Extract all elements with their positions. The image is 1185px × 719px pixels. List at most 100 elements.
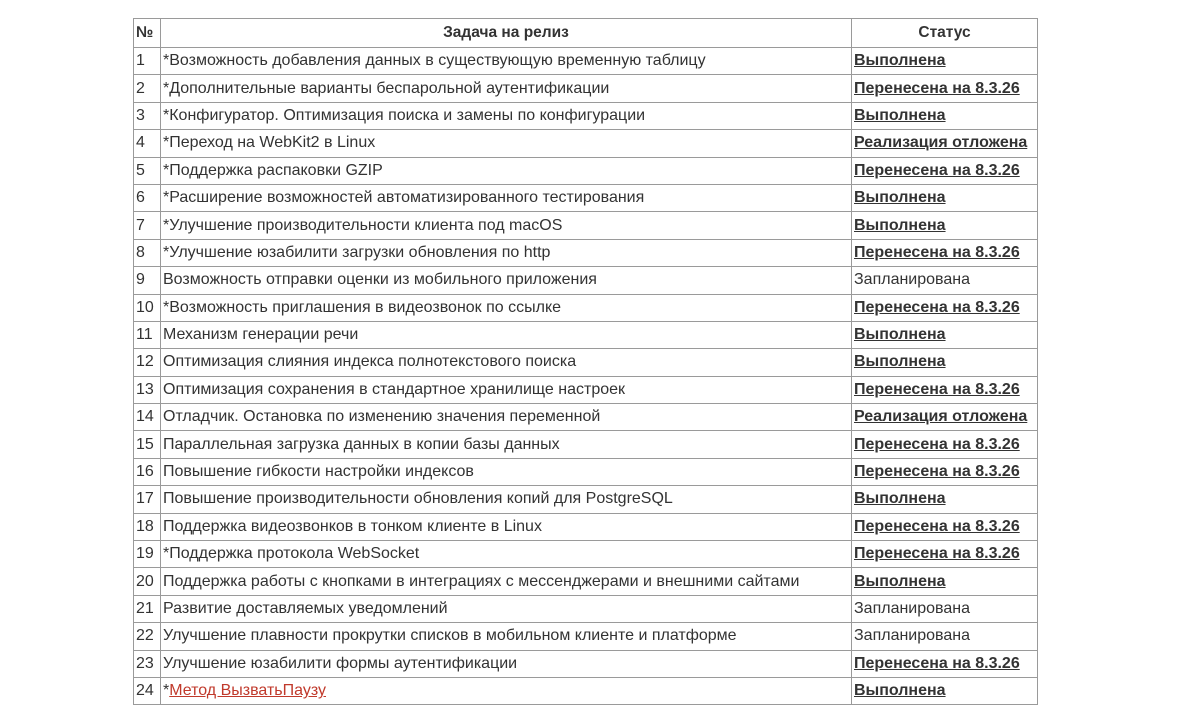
release-tasks-table: № Задача на релиз Статус 1 *Возможность д…: [133, 18, 1038, 706]
task-cell: *Улучшение юзабилити загрузки обновления…: [160, 238, 852, 268]
status-link[interactable]: Перенесена на 8.3.26: [854, 243, 1020, 261]
table-row: 20 Поддержка работы с кнопками в интеграц…: [133, 567, 1038, 596]
table-row: 21 Развитие доставляемых уведомлений Запла…: [133, 594, 1038, 624]
row-number: 6: [133, 183, 161, 213]
task-text: Улучшение плавности прокрутки списков в …: [163, 627, 737, 645]
row-number: 5: [133, 156, 161, 185]
row-number: 14: [133, 403, 161, 432]
row-number: 13: [133, 375, 161, 405]
table-row: 13 Оптимизация сохранения в стандартное х…: [133, 375, 1038, 405]
status-text: Запланирована: [854, 271, 970, 289]
status-cell: Перенесена на 8.3.26: [851, 375, 1038, 405]
task-cell: Повышение гибкости настройки индексов: [160, 457, 852, 487]
task-text: Повышение производительности обновления …: [163, 490, 673, 508]
task-text: *Дополнительные варианты беспарольной ау…: [163, 79, 610, 97]
status-cell: Реализация отложена: [851, 129, 1038, 158]
task-cell: *Поддержка распаковки GZIP: [160, 156, 852, 185]
status-link[interactable]: Выполнена: [854, 189, 946, 207]
status-link[interactable]: Перенесена на 8.3.26: [854, 79, 1020, 97]
table-row: 11 Механизм генерации речи Выполнена: [133, 320, 1038, 350]
task-text: *Поддержка протокола WebSocket: [163, 545, 420, 563]
status-cell: Перенесена на 8.3.26: [851, 540, 1038, 569]
table-header-row: № Задача на релиз Статус: [133, 18, 1038, 48]
task-cell: *Дополнительные варианты беспарольной ау…: [160, 74, 852, 103]
status-cell: Выполнена: [851, 676, 1038, 706]
status-cell: Перенесена на 8.3.26: [851, 430, 1038, 459]
status-link[interactable]: Перенесена на 8.3.26: [854, 463, 1020, 481]
status-link[interactable]: Перенесена на 8.3.26: [854, 545, 1020, 563]
task-text: Параллельная загрузка данных в копии баз…: [163, 435, 560, 453]
task-text: *Расширение возможностей автоматизирован…: [163, 189, 645, 207]
task-cell: Повышение производительности обновления …: [160, 485, 852, 514]
status-link[interactable]: Перенесена на 8.3.26: [854, 298, 1020, 316]
table-row: 23 Улучшение юзабилити формы аутентификац…: [133, 649, 1038, 678]
task-text: *Возможность добавления данных в существ…: [163, 52, 706, 70]
table-row: 19 *Поддержка протокола WebSocket Перенесе…: [133, 540, 1038, 569]
table-row: 6 *Расширение возможностей автоматизирова…: [133, 183, 1038, 213]
task-text: Поддержка видеозвонков в тонком клиенте …: [163, 517, 542, 535]
task-cell: *Метод ВызватьПаузу: [160, 676, 852, 706]
status-link[interactable]: Перенесена на 8.3.26: [854, 161, 1020, 179]
status-link[interactable]: Перенесена на 8.3.26: [854, 380, 1020, 398]
status-cell: Выполнена: [851, 183, 1038, 213]
task-text: Повышение гибкости настройки индексов: [163, 463, 474, 481]
task-cell: Механизм генерации речи: [160, 320, 852, 350]
task-link[interactable]: Метод ВызватьПаузу: [169, 682, 326, 700]
table-row: 14 Отладчик. Остановка по изменению значе…: [133, 403, 1038, 432]
status-cell: Запланирована: [851, 594, 1038, 624]
row-number: 11: [133, 320, 161, 350]
row-number: 9: [133, 266, 161, 295]
status-link[interactable]: Выполнена: [854, 52, 946, 70]
status-cell: Выполнена: [851, 348, 1038, 377]
task-text: *Переход на WebKit2 в Linux: [163, 134, 376, 152]
status-link[interactable]: Реализация отложена: [854, 134, 1028, 152]
task-cell: *Поддержка протокола WebSocket: [160, 540, 852, 569]
table-row: 16 Повышение гибкости настройки индексов П…: [133, 457, 1038, 487]
task-cell: *Переход на WebKit2 в Linux: [160, 129, 852, 158]
table-row: 22 Улучшение плавности прокрутки списков …: [133, 622, 1038, 651]
status-link[interactable]: Выполнена: [854, 216, 946, 234]
task-text: Развитие доставляемых уведомлений: [163, 600, 448, 617]
table-row: 18 Поддержка видеозвонков в тонком клиент…: [133, 512, 1038, 542]
status-link[interactable]: Выполнена: [854, 682, 946, 700]
status-link[interactable]: Выполнена: [854, 353, 946, 371]
task-text: Отладчик. Остановка по изменению значени…: [163, 408, 601, 426]
status-link[interactable]: Перенесена на 8.3.26: [854, 654, 1020, 672]
status-link[interactable]: Перенесена на 8.3.26: [854, 517, 1020, 535]
table-row: 9 Возможность отправки оценки из мобильно…: [133, 266, 1038, 295]
status-cell: Перенесена на 8.3.26: [851, 74, 1038, 103]
table-body: 1 *Возможность добавления данных в сущест…: [133, 46, 1038, 706]
status-cell: Перенесена на 8.3.26: [851, 457, 1038, 487]
status-cell: Перенесена на 8.3.26: [851, 238, 1038, 268]
task-cell: Оптимизация слияния индекса полнотекстов…: [160, 348, 852, 377]
task-cell: Оптимизация сохранения в стандартное хра…: [160, 375, 852, 405]
status-cell: Выполнена: [851, 101, 1038, 131]
status-link[interactable]: Выполнена: [854, 106, 946, 124]
status-cell: Перенесена на 8.3.26: [851, 293, 1038, 322]
task-cell: *Возможность добавления данных в существ…: [160, 46, 852, 76]
status-link[interactable]: Реализация отложена: [854, 408, 1028, 426]
table-row: 4 *Переход на WebKit2 в Linux Реализация о…: [133, 129, 1038, 158]
task-cell: Возможность отправки оценки из мобильног…: [160, 266, 852, 295]
task-text: Оптимизация сохранения в стандартное хра…: [163, 380, 626, 398]
row-number: 18: [133, 512, 161, 542]
table-row: 17 Повышение производительности обновлени…: [133, 485, 1038, 514]
task-cell: Развитие доставляемых уведомлений: [160, 594, 852, 624]
table-row: 2 *Дополнительные варианты беспарольной а…: [133, 74, 1038, 103]
status-cell: Выполнена: [851, 567, 1038, 596]
task-cell: Параллельная загрузка данных в копии баз…: [160, 430, 852, 459]
status-link[interactable]: Выполнена: [854, 326, 946, 344]
status-link[interactable]: Выполнена: [854, 490, 946, 508]
table-row: 8 *Улучшение юзабилити загрузки обновлени…: [133, 238, 1038, 268]
table-row: 7 *Улучшение производительности клиента п…: [133, 211, 1038, 240]
status-text: Запланирована: [854, 627, 970, 645]
status-link[interactable]: Выполнена: [854, 572, 946, 590]
task-text: *Улучшение юзабилити загрузки обновления…: [163, 243, 551, 261]
task-text: *Улучшение производительности клиента по…: [163, 216, 563, 234]
row-number: 17: [133, 485, 161, 514]
status-cell: Перенесена на 8.3.26: [851, 156, 1038, 185]
row-number: 4: [133, 129, 161, 158]
task-text: Возможность отправки оценки из мобильног…: [163, 271, 597, 289]
task-cell: Улучшение юзабилити формы аутентификации: [160, 649, 852, 678]
status-link[interactable]: Перенесена на 8.3.26: [854, 435, 1020, 453]
